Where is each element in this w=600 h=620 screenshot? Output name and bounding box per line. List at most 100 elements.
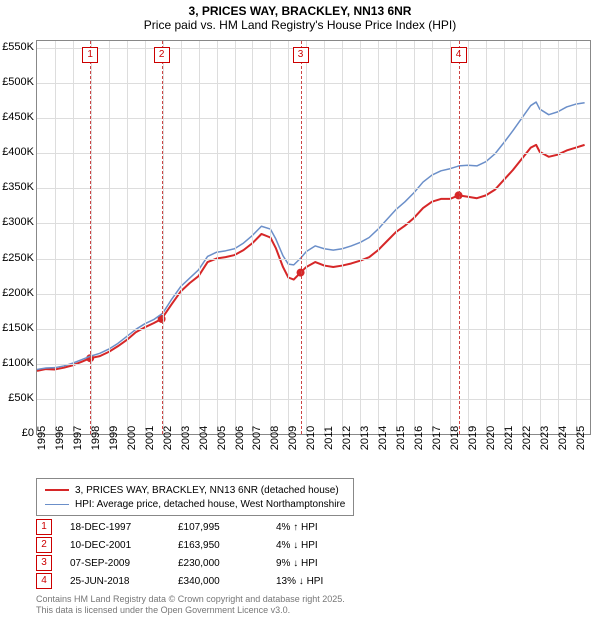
event-price: £230,000: [178, 558, 258, 569]
event-number-box: 1: [36, 519, 52, 535]
event-change: 13% ↓ HPI: [276, 576, 366, 587]
gridline-vertical: [324, 41, 325, 434]
x-axis-tick-label: 2004: [198, 426, 210, 450]
title-line-1: 3, PRICES WAY, BRACKLEY, NN13 6NR: [0, 4, 600, 18]
gridline-vertical: [378, 41, 379, 434]
y-axis-tick-label: £300K: [0, 216, 34, 228]
gridline-vertical: [306, 41, 307, 434]
gridline-horizontal: [37, 118, 590, 119]
y-axis-tick-label: £350K: [0, 181, 34, 193]
gridline-vertical: [360, 41, 361, 434]
y-axis-tick-label: £550K: [0, 41, 34, 53]
x-axis-tick-label: 2009: [287, 426, 299, 450]
x-axis-tick-label: 2005: [216, 426, 228, 450]
gridline-vertical: [235, 41, 236, 434]
event-marker-number: 2: [154, 47, 170, 63]
x-axis-tick-label: 2013: [359, 426, 371, 450]
gridline-vertical: [342, 41, 343, 434]
x-axis-tick-label: 2008: [269, 426, 281, 450]
footer-attribution: Contains HM Land Registry data © Crown c…: [36, 594, 345, 616]
event-date: 10-DEC-2001: [70, 540, 160, 551]
y-axis-tick-label: £500K: [0, 76, 34, 88]
event-table-row: 210-DEC-2001£163,9504% ↓ HPI: [36, 536, 366, 554]
event-date: 25-JUN-2018: [70, 576, 160, 587]
x-axis-tick-label: 2018: [449, 426, 461, 450]
x-axis-tick-label: 2001: [144, 426, 156, 450]
x-axis-tick-label: 1997: [72, 426, 84, 450]
gridline-vertical: [486, 41, 487, 434]
event-table-row: 307-SEP-2009£230,0009% ↓ HPI: [36, 554, 366, 572]
gridline-vertical: [450, 41, 451, 434]
footer-line-2: This data is licensed under the Open Gov…: [36, 605, 345, 616]
gridline-vertical: [432, 41, 433, 434]
legend-box: 3, PRICES WAY, BRACKLEY, NN13 6NR (detac…: [36, 478, 354, 516]
gridline-vertical: [55, 41, 56, 434]
event-number-box: 3: [36, 555, 52, 571]
event-marker-number: 3: [293, 47, 309, 63]
gridline-vertical: [109, 41, 110, 434]
footer-line-1: Contains HM Land Registry data © Crown c…: [36, 594, 345, 605]
chart-plot-area: 1 2 3 4: [36, 40, 591, 435]
chart-svg: [37, 41, 590, 434]
x-axis-tick-label: 2010: [305, 426, 317, 450]
event-marker-line: [90, 41, 91, 434]
event-date: 07-SEP-2009: [70, 558, 160, 569]
gridline-vertical: [396, 41, 397, 434]
event-table-row: 118-DEC-1997£107,9954% ↑ HPI: [36, 518, 366, 536]
x-axis-tick-label: 2012: [341, 426, 353, 450]
event-marker-line: [459, 41, 460, 434]
event-date: 18-DEC-1997: [70, 522, 160, 533]
event-marker-number: 1: [82, 47, 98, 63]
gridline-horizontal: [37, 48, 590, 49]
gridline-horizontal: [37, 329, 590, 330]
gridline-vertical: [199, 41, 200, 434]
gridline-vertical: [414, 41, 415, 434]
x-axis-tick-label: 1995: [36, 426, 48, 450]
event-price: £163,950: [178, 540, 258, 551]
y-axis-tick-label: £450K: [0, 111, 34, 123]
gridline-horizontal: [37, 153, 590, 154]
gridline-vertical: [73, 41, 74, 434]
legend-swatch: [45, 489, 69, 491]
x-axis-tick-label: 2022: [521, 426, 533, 450]
gridline-vertical: [540, 41, 541, 434]
event-marker-line: [162, 41, 163, 434]
x-axis-tick-label: 2015: [395, 426, 407, 450]
gridline-horizontal: [37, 259, 590, 260]
gridline-vertical: [252, 41, 253, 434]
y-axis-tick-label: £150K: [0, 322, 34, 334]
x-axis-tick-label: 2007: [251, 426, 263, 450]
gridline-vertical: [127, 41, 128, 434]
x-axis-tick-label: 2011: [323, 426, 335, 450]
x-axis-tick-label: 2024: [557, 426, 569, 450]
legend-label: 3, PRICES WAY, BRACKLEY, NN13 6NR (detac…: [75, 485, 339, 496]
legend-item: HPI: Average price, detached house, West…: [45, 497, 345, 511]
title-block: 3, PRICES WAY, BRACKLEY, NN13 6NR Price …: [0, 0, 600, 32]
gridline-vertical: [558, 41, 559, 434]
y-axis-tick-label: £100K: [0, 357, 34, 369]
event-marker-number: 4: [451, 47, 467, 63]
gridline-horizontal: [37, 364, 590, 365]
gridline-vertical: [163, 41, 164, 434]
chart-container: 3, PRICES WAY, BRACKLEY, NN13 6NR Price …: [0, 0, 600, 620]
gridline-vertical: [145, 41, 146, 434]
y-axis-tick-label: £200K: [0, 287, 34, 299]
x-axis-tick-label: 2016: [413, 426, 425, 450]
legend-label: HPI: Average price, detached house, West…: [75, 499, 345, 510]
gridline-vertical: [217, 41, 218, 434]
y-axis-tick-label: £0: [0, 427, 34, 439]
gridline-horizontal: [37, 83, 590, 84]
event-price: £107,995: [178, 522, 258, 533]
event-price: £340,000: [178, 576, 258, 587]
gridline-vertical: [522, 41, 523, 434]
event-marker-line: [301, 41, 302, 434]
gridline-vertical: [468, 41, 469, 434]
gridline-horizontal: [37, 294, 590, 295]
x-axis-tick-label: 2014: [377, 426, 389, 450]
title-line-2: Price paid vs. HM Land Registry's House …: [0, 18, 600, 32]
x-axis-tick-label: 2003: [180, 426, 192, 450]
legend-item: 3, PRICES WAY, BRACKLEY, NN13 6NR (detac…: [45, 483, 345, 497]
x-axis-tick-label: 2017: [431, 426, 443, 450]
event-number-box: 4: [36, 573, 52, 589]
events-table: 118-DEC-1997£107,9954% ↑ HPI210-DEC-2001…: [36, 518, 366, 590]
